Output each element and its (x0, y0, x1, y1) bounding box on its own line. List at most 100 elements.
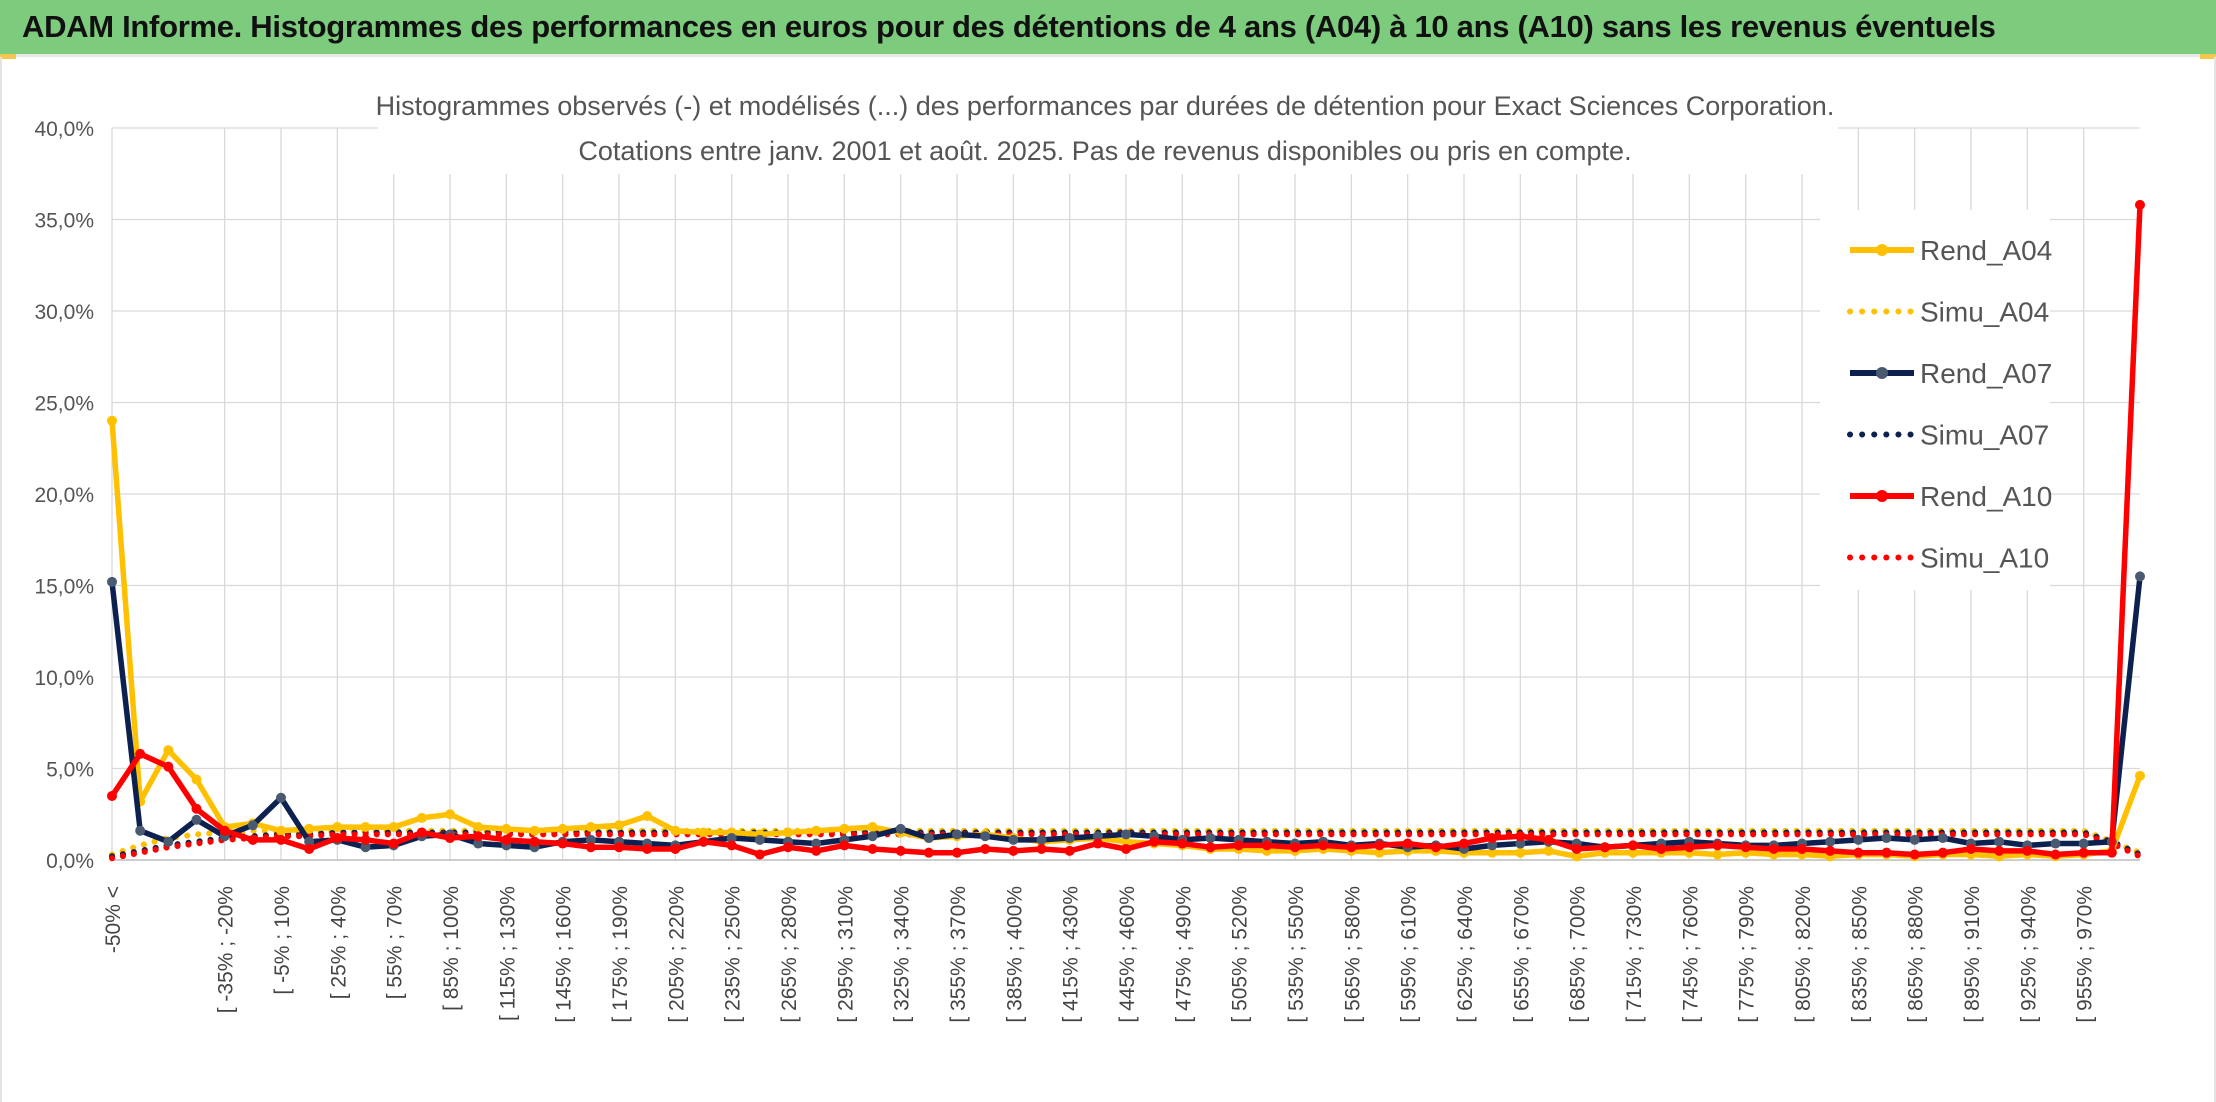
data-point (2135, 199, 2145, 210)
data-point (1797, 844, 1807, 855)
x-tick-label: [ 385% ; 400% (1003, 886, 1026, 1023)
data-point (445, 809, 455, 820)
data-point (1121, 829, 1131, 840)
x-tick-label: [ 235% ; 250% (722, 886, 745, 1023)
page-banner: ADAM Informe. Histogrammes des performan… (0, 0, 2216, 57)
x-tick-label: [ 805% ; 820% (1792, 886, 1815, 1023)
data-point (501, 834, 512, 845)
data-point (2050, 838, 2061, 849)
data-point (2050, 849, 2061, 860)
data-point (867, 822, 878, 833)
data-point (360, 842, 371, 853)
data-point (923, 847, 934, 858)
data-point (191, 814, 202, 825)
legend-label: Rend_A04 (1920, 235, 2052, 266)
x-tick-label: [ 535% ; 550% (1285, 886, 1308, 1023)
data-point (1515, 831, 1526, 842)
data-point (1543, 845, 1554, 856)
x-tick-label: [ 205% ; 220% (665, 886, 688, 1023)
legend-label: Rend_A10 (1920, 481, 2052, 512)
data-point (980, 844, 991, 855)
x-tick-label: -50% < (102, 886, 125, 953)
data-point (2135, 770, 2145, 781)
data-point (107, 576, 117, 587)
data-point (1092, 838, 1103, 849)
data-point (670, 844, 681, 855)
data-point (1571, 844, 1582, 855)
y-tick-label: 35,0% (34, 210, 94, 233)
y-tick-label: 5,0% (46, 759, 94, 782)
series-layer (107, 199, 2145, 862)
data-point (1402, 838, 1413, 849)
data-point (1543, 834, 1554, 845)
data-point (1994, 836, 2005, 847)
data-point (332, 822, 343, 833)
data-point (811, 825, 822, 836)
data-point (501, 823, 512, 834)
data-point (867, 831, 878, 842)
x-tick-label: [ 505% ; 520% (1229, 886, 1252, 1023)
data-point (783, 827, 793, 838)
data-point (332, 833, 343, 844)
data-point (529, 836, 540, 847)
data-point (1937, 847, 1948, 858)
data-point (1966, 844, 1976, 855)
y-tick-label: 20,0% (34, 484, 94, 507)
data-point (473, 822, 484, 833)
legend-item-simu_a04: Simu_A04 (1847, 297, 2049, 328)
data-point (642, 844, 653, 855)
y-axis-ticks: 0,0% 5,0% 10,0% 15,0% 20,0% 25,0% 30,0% 35,0% 40… (34, 118, 94, 873)
data-point (557, 838, 568, 849)
corner-accent-left (0, 54, 16, 59)
x-tick-label: [ 85% ; 100% (440, 886, 463, 1011)
x-tick-label: [ 265% ; 280% (778, 886, 801, 1023)
x-tick-label: [ 475% ; 490% (1172, 886, 1195, 1023)
data-point (754, 849, 765, 860)
data-point (1149, 836, 1160, 847)
legend-label: Simu_A04 (1920, 297, 2049, 328)
data-point (473, 838, 484, 849)
legend-label: Simu_A10 (1920, 543, 2049, 574)
x-tick-label: [ 715% ; 730% (1623, 886, 1646, 1023)
data-point (1853, 834, 1864, 845)
data-point (1994, 845, 2005, 856)
x-tick-label: [ 445% ; 460% (1116, 886, 1139, 1023)
data-point (360, 834, 371, 845)
data-point (923, 833, 934, 844)
data-point (304, 823, 315, 834)
x-tick-label: [ 925% ; 940% (2017, 886, 2040, 1023)
data-point (952, 829, 962, 840)
x-tick-label: [ 595% ; 610% (1398, 886, 1421, 1023)
data-point (585, 822, 596, 833)
x-tick-label: [ 625% ; 640% (1454, 886, 1477, 1023)
data-point (1937, 833, 1948, 844)
data-point (191, 774, 202, 785)
data-point (1881, 833, 1892, 844)
chart-title: Histogrammes observés (-) et modélisés (… (376, 91, 1835, 121)
data-point (2022, 845, 2033, 856)
data-point (1487, 840, 1498, 851)
x-axis-ticks: -50% < [ -35% ; -20% [ -5% ; 10% [ 25% ; 40… (102, 886, 2097, 1023)
x-tick-label: [ 565% ; 580% (1341, 886, 1364, 1023)
data-point (107, 790, 117, 801)
data-point (304, 844, 315, 855)
data-point (1515, 838, 1526, 849)
data-point (670, 825, 681, 836)
data-point (2078, 847, 2089, 858)
data-point (1008, 834, 1019, 845)
data-point (360, 822, 371, 833)
x-tick-label: [ 175% ; 190% (609, 886, 632, 1023)
data-point (2078, 838, 2089, 849)
data-point (1487, 833, 1498, 844)
data-point (1487, 847, 1498, 858)
data-point (1092, 831, 1103, 842)
data-point (726, 833, 737, 844)
x-tick-label: [ 25% ; 40% (327, 886, 350, 999)
legend-item-rend_a04: Rend_A04 (1850, 235, 2052, 266)
corner-accent-right (2200, 54, 2216, 59)
x-tick-label: [ 145% ; 160% (553, 886, 576, 1023)
data-point (247, 834, 258, 845)
y-tick-label: 40,0% (34, 118, 94, 141)
y-tick-label: 10,0% (34, 667, 94, 690)
